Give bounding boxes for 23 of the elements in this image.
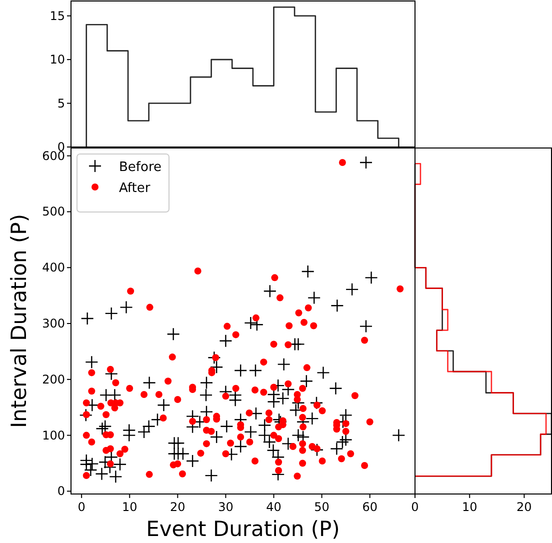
legend-label: After [119, 181, 151, 196]
y-tick-label: 10 [50, 52, 65, 67]
y-tick-label: 300 [42, 316, 65, 331]
y-tick-label: 200 [42, 372, 65, 386]
y-tick-label: 5 [57, 96, 65, 110]
x-tick-label: 50 [314, 500, 330, 514]
x-tick-label: 60 [362, 500, 378, 514]
x-tick-label: 0 [411, 500, 419, 514]
x-tick-label: 0 [78, 500, 86, 514]
x-tick-label: 30 [218, 500, 234, 514]
x-tick-label: 40 [266, 500, 282, 514]
y-tick-label: 100 [42, 428, 65, 442]
x-tick-label: 20 [170, 500, 186, 514]
y-tick-label: 15 [50, 8, 65, 23]
y-tick-label: 500 [42, 204, 65, 219]
y-tick-label: 0 [57, 484, 65, 498]
x-tick-label: 20 [516, 500, 532, 514]
x-tick-label: 10 [122, 500, 138, 514]
y-tick-label: 400 [42, 260, 65, 275]
legend-label: Before [119, 160, 162, 175]
x-tick-label: 10 [462, 500, 478, 514]
x-axis-title: Event Duration (P) [146, 517, 340, 541]
y-axis-title: Interval Duration (P) [7, 214, 31, 428]
